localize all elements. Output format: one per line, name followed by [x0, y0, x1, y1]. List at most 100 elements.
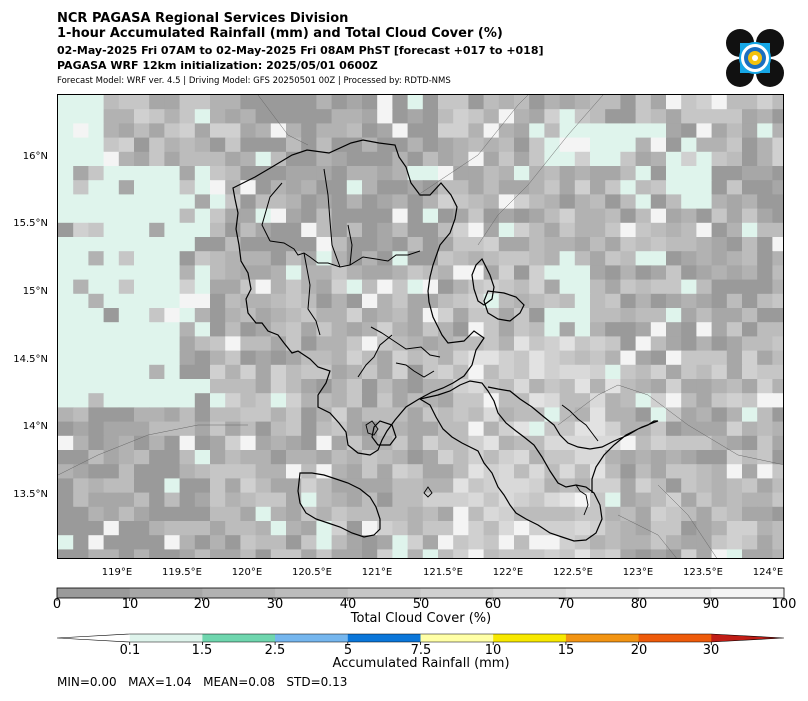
cloud-cell [650, 166, 667, 181]
cloud-cell [468, 265, 485, 281]
cloud-cell [742, 393, 758, 408]
cloud-cell [514, 180, 530, 195]
cloud-cell [362, 506, 378, 522]
cloud-cell [711, 95, 728, 110]
cloud-cell [422, 109, 439, 124]
cloud-cell [666, 464, 682, 479]
cloud-cell [331, 450, 348, 465]
cloud-cell [73, 464, 89, 479]
cloud-cell [498, 265, 515, 281]
cloud-cell [194, 293, 211, 309]
cloud-cell [483, 166, 500, 181]
cloud-cell [453, 222, 469, 238]
cloud-cell [179, 137, 196, 153]
cloud-cell [711, 336, 728, 352]
cloud-cell [681, 109, 697, 124]
cloud-cell [255, 379, 272, 394]
cloud-cell [103, 421, 120, 437]
cloud-cell [605, 549, 621, 558]
cloud-cell [362, 109, 378, 124]
cloud-cell [331, 336, 348, 352]
cloud-cell [711, 137, 728, 153]
cloud-cell [301, 208, 317, 224]
cloud-cell [179, 393, 196, 408]
cloud-cell [118, 222, 135, 238]
cloud-cell [301, 194, 317, 210]
cloud-cell [134, 506, 150, 522]
cloud-cell [726, 109, 743, 124]
cloud-cell [468, 492, 485, 508]
cloud-cell [407, 379, 424, 394]
model-info: Forecast Model: WRF ver. 4.5 | Driving M… [57, 76, 451, 86]
rain-color-segment [202, 634, 276, 642]
cloud-cell [559, 407, 576, 423]
cloud-cell [696, 379, 713, 394]
cloud-cell [377, 151, 393, 167]
cloud-cell [225, 407, 241, 423]
cloud-cell [726, 350, 743, 366]
cloud-cell [453, 123, 469, 139]
cloud-cell [666, 293, 682, 309]
cloud-cell [742, 222, 758, 238]
cloud-cell [742, 237, 758, 252]
cloud-cell [210, 293, 226, 309]
lat-label: 15.5°N [13, 218, 48, 229]
cloud-cell [149, 350, 165, 366]
cloud-cell [134, 435, 150, 451]
cloud-cell [270, 123, 287, 139]
cloud-cell [772, 393, 783, 408]
cloud-cell [255, 308, 272, 323]
cloud-cell [483, 492, 500, 508]
cloud-cell [650, 421, 667, 437]
cloud-cell [286, 492, 302, 508]
cloud-cell [194, 180, 211, 195]
cloud-cell [210, 535, 226, 550]
cloud-cell [650, 364, 667, 380]
rain-color-segment [711, 634, 784, 642]
cloud-cell [194, 464, 211, 479]
cloud-cell [134, 279, 150, 295]
cloud-cell [696, 407, 713, 423]
cloud-cell [301, 222, 317, 238]
cloud-cell [711, 521, 728, 536]
cloud-cell [225, 506, 241, 522]
cloud-cell [255, 492, 272, 508]
cloud-cell [438, 308, 454, 323]
cloud-cell [422, 364, 439, 380]
cloud-cell [772, 450, 783, 465]
cloud-cell [118, 237, 135, 252]
cloud-cell [757, 450, 773, 465]
cloud-cell [544, 237, 561, 252]
cloud-cell [270, 151, 287, 167]
cloud-cell [134, 308, 150, 323]
cloud-cell [392, 237, 409, 252]
cloud-cell [620, 535, 637, 550]
cloud-cell [529, 137, 545, 153]
cloud-cell [149, 279, 165, 295]
cloud-cell [103, 521, 120, 536]
cloud-cell [438, 137, 454, 153]
cloud-cell [134, 421, 150, 437]
cloud-cell [438, 180, 454, 195]
cloud-cell [134, 364, 150, 380]
map-panel [57, 94, 784, 559]
cloud-cell [620, 293, 637, 309]
cloud-cell [544, 208, 561, 224]
cloud-cell [620, 521, 637, 536]
cloud-cell [757, 265, 773, 281]
cloud-cell [194, 393, 211, 408]
cloud-cell [590, 506, 606, 522]
cloud-cell [544, 393, 561, 408]
cloud-cell [362, 421, 378, 437]
cloud-cell [164, 137, 181, 153]
cloud-cell [711, 151, 728, 167]
cloud-cell [134, 492, 150, 508]
cloud-cell [164, 222, 181, 238]
cloud-cell [544, 180, 561, 195]
cloud-cell [696, 180, 713, 195]
cloud-cell [179, 265, 196, 281]
cloud-cell [225, 237, 241, 252]
cloud-cell [681, 379, 697, 394]
cloud-cell [134, 137, 150, 153]
cloud-cell [164, 393, 181, 408]
